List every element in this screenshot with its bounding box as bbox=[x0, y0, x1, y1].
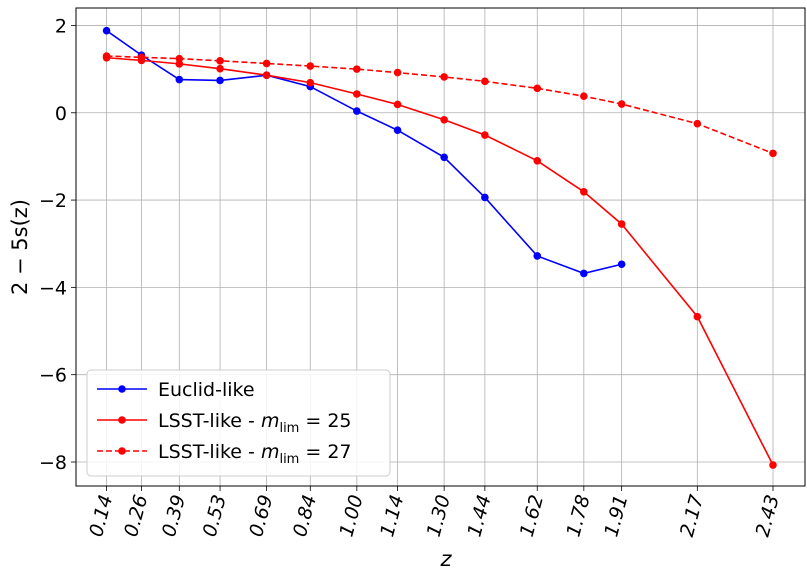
data-point bbox=[262, 71, 271, 80]
legend-box bbox=[86, 369, 391, 477]
data-point bbox=[262, 59, 271, 68]
data-point bbox=[306, 78, 315, 87]
data-point bbox=[533, 156, 542, 165]
data-point bbox=[353, 90, 361, 98]
x-tick-label: 1.14 bbox=[376, 493, 408, 540]
data-point bbox=[353, 65, 361, 73]
data-point bbox=[440, 153, 448, 162]
x-tick-label: 0.14 bbox=[85, 493, 117, 540]
plot-frame bbox=[75, 7, 806, 487]
data-point bbox=[353, 107, 361, 115]
x-tick-label: 0.26 bbox=[120, 493, 152, 540]
x-tick-label: 0.84 bbox=[289, 493, 321, 540]
y-tick-label: 2 bbox=[55, 15, 67, 37]
x-tick-label: 2.43 bbox=[752, 493, 784, 540]
x-tick-label: 1.30 bbox=[423, 493, 455, 540]
y-tick-label: −8 bbox=[39, 452, 67, 474]
x-tick-label: 1.78 bbox=[562, 493, 594, 540]
data-point bbox=[175, 75, 184, 84]
y-tick-label: −2 bbox=[39, 190, 67, 212]
data-point bbox=[216, 57, 224, 65]
data-point bbox=[617, 260, 626, 269]
legend-label: Euclid-like bbox=[158, 379, 255, 401]
data-point bbox=[693, 119, 702, 128]
data-point bbox=[102, 26, 111, 35]
data-point bbox=[769, 461, 777, 469]
x-tick-label: 0.69 bbox=[245, 493, 277, 540]
x-tick-label: 1.62 bbox=[516, 493, 548, 540]
legend-label: LSST-like - mlim = 25 bbox=[158, 410, 352, 436]
data-point bbox=[533, 252, 542, 260]
data-point bbox=[393, 68, 402, 77]
data-point bbox=[580, 92, 588, 100]
data-point bbox=[216, 76, 224, 85]
data-point bbox=[481, 77, 489, 86]
data-point bbox=[440, 73, 448, 81]
grid bbox=[76, 8, 805, 486]
data-point bbox=[175, 60, 184, 68]
legend-label: LSST-like - mlim = 27 bbox=[158, 441, 352, 467]
data-point bbox=[481, 131, 489, 139]
data-point bbox=[580, 187, 588, 196]
legend-marker bbox=[118, 447, 126, 455]
series-layer bbox=[102, 26, 777, 469]
data-point bbox=[102, 52, 111, 60]
data-point bbox=[393, 126, 402, 135]
x-tick-label: 0.53 bbox=[199, 493, 231, 540]
data-point bbox=[216, 64, 224, 73]
x-axis-ticks: 0.14 0.26 0.39 0.53 0.69 0.84 1.00 1.14 1.30 1.44… bbox=[85, 486, 784, 539]
x-tick-label: 1.00 bbox=[335, 493, 367, 540]
legend: Euclid-like LSST-like - mlim = 25 LSST-lik… bbox=[86, 369, 391, 477]
legend-marker bbox=[118, 416, 126, 424]
x-axis-label: z bbox=[439, 547, 452, 571]
y-tick-label: −4 bbox=[39, 277, 67, 299]
x-tick-label: 2.17 bbox=[676, 493, 708, 540]
data-point bbox=[617, 100, 626, 108]
data-point bbox=[769, 149, 777, 158]
data-point bbox=[440, 115, 448, 124]
data-point bbox=[393, 100, 402, 109]
legend-marker bbox=[118, 385, 126, 393]
y-axis-ticks: 2 0 −2 −4 −6 −8 bbox=[39, 15, 76, 474]
y-tick-label: −6 bbox=[39, 365, 67, 387]
x-tick-label: 1.91 bbox=[600, 493, 632, 540]
data-point bbox=[306, 62, 315, 70]
data-point bbox=[617, 220, 626, 228]
x-tick-label: 1.44 bbox=[464, 493, 496, 540]
y-axis-label: 2 − 5s(z) bbox=[8, 199, 32, 295]
data-point bbox=[580, 269, 588, 278]
data-point bbox=[693, 312, 702, 321]
data-point bbox=[533, 84, 542, 93]
data-point bbox=[137, 53, 146, 62]
y-tick-label: 0 bbox=[55, 103, 67, 125]
data-point bbox=[481, 193, 489, 202]
data-point bbox=[175, 54, 184, 63]
x-tick-label: 0.39 bbox=[158, 493, 190, 540]
